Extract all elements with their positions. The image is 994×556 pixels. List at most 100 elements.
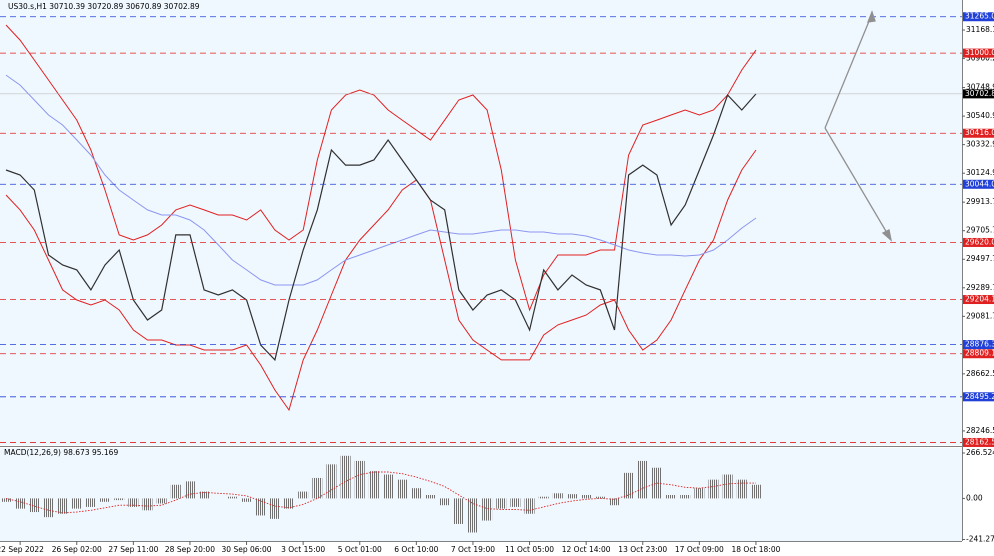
macd-bar [269,498,280,519]
level-tag [963,237,994,247]
macd-bar [595,496,606,499]
y-tick-label: 30960.20 [966,54,994,63]
level-tag [963,340,994,350]
macd-bar [128,498,139,507]
y-tick-label: 30332.90 [966,140,994,149]
macd-bar [326,464,337,499]
level-tag [963,128,994,138]
x-tick-label: 27 Sep 11:00 [108,545,158,554]
macd-bar [255,498,266,516]
macd-bar [29,498,40,513]
projection-arrows [824,10,893,242]
macd-bar [100,498,111,502]
macd-bar [680,495,691,499]
macd-bar [482,498,493,521]
y-tick-label: 29913.70 [966,197,994,206]
arrow-head [881,229,893,242]
macd-bar [57,498,68,514]
price-panel [0,0,962,445]
macd-bar [651,467,662,499]
level-label: 28495.23 [965,392,994,401]
series-line [5,93,757,362]
series-line [5,149,757,412]
macd-bar [552,493,563,499]
macd-bar [397,479,408,499]
macd-bar [43,498,54,518]
x-tick-label: 17 Oct 09:00 [675,545,724,554]
macd-bar [581,495,592,499]
macd-bar [510,498,521,507]
macd-bar [354,460,365,499]
x-tick-label: 7 Oct 19:00 [451,545,495,554]
x-tick-label: 5 Oct 01:00 [338,545,382,554]
macd-bar [694,488,705,499]
y-tick-label: 30748.90 [966,83,994,92]
level-tag [963,12,994,22]
level-tag [963,295,994,305]
level-label: 30044.00 [965,179,994,188]
y-tick-label: 28662.50 [966,369,994,378]
level-tag [963,48,994,58]
macd-bar [15,498,26,509]
macd-bar [340,455,351,499]
y-tick-label: 30124.90 [966,168,994,177]
x-tick-label: 11 Oct 05:00 [505,545,554,554]
level-label: 29204.17 [965,295,994,304]
chart-title: US30.s,H1 30710.39 30720.89 30670.89 307… [8,2,200,11]
y-tick-label: 31168.10 [966,25,994,34]
macd-bar [425,495,436,499]
macd-bar [467,498,478,533]
macd-panel [0,448,962,541]
y-tick-label: 29497.70 [966,254,994,263]
level-tag [963,349,994,359]
macd-bar [1,498,11,502]
level-tag [963,392,994,402]
level-label: 31000.00 [965,48,994,57]
macd-bar [156,498,167,504]
level-tag [963,437,994,447]
x-tick-label: 28 Sep 20:00 [165,545,215,554]
macd-bar [736,479,747,499]
series-line [5,24,757,312]
macd-bar [567,494,577,499]
macd-bar [114,498,125,501]
macd-bar [623,472,634,499]
y-tick-label: -241.273 [966,535,994,544]
macd-bar [439,498,450,506]
macd-bar [284,498,294,509]
macd-bar [241,498,252,502]
arrow-up [824,13,873,129]
macd-bar [524,498,535,514]
macd-bar [227,496,238,499]
y-tick-label: 266.524 [966,448,994,457]
x-tick-label: 22 Sep 2022 [0,545,44,554]
macd-bar [298,491,309,499]
macd-bar [496,498,507,509]
x-tick-label: 18 Oct 18:00 [731,545,780,554]
level-label: 28162.52 [965,437,994,446]
macd-bar [312,477,323,499]
macd-bar [722,474,733,499]
macd-bar [71,498,82,509]
macd-bar [750,484,761,499]
x-tick-label: 13 Oct 23:00 [618,545,667,554]
macd-bar [184,481,195,499]
macd-bar [85,498,96,507]
layers: 31168.10 30960.20 30748.90 30540.90 30332.90… [0,12,994,554]
y-tick-label: 29705.70 [966,226,994,235]
macd-bar [708,479,719,499]
y-tick-label: 30540.90 [966,111,994,120]
current-price-label: 30702.89 [965,89,994,98]
macd-bar [383,474,394,499]
arrow-down [824,127,891,239]
level-label: 29620.00 [965,237,994,246]
macd-bar [142,498,153,511]
level-label: 28809.13 [965,349,994,358]
series-line [5,74,757,286]
x-tick-label: 30 Sep 06:00 [222,545,272,554]
macd-bar [199,491,210,499]
macd-bar [411,488,422,499]
x-tick-label: 12 Oct 14:00 [562,545,611,554]
